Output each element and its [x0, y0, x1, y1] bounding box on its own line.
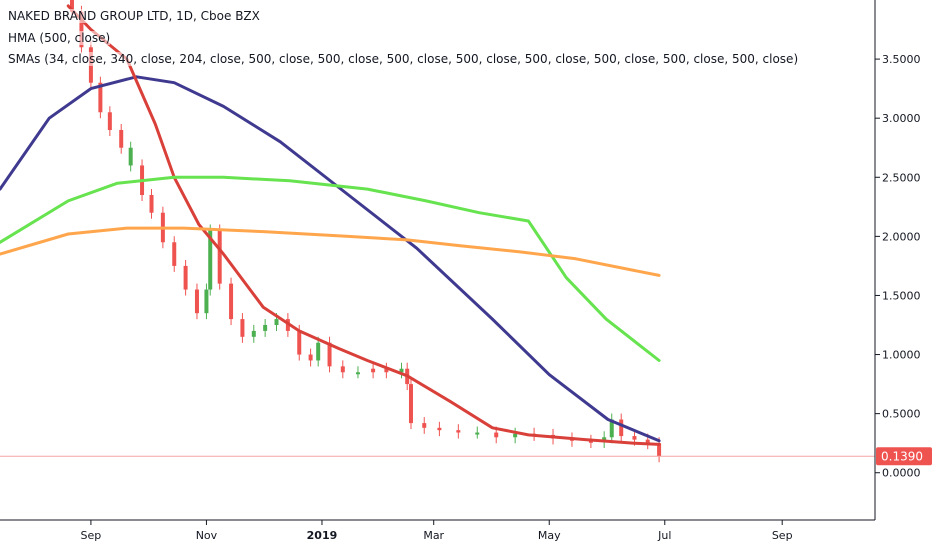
candle-body	[437, 427, 442, 431]
candle-body	[399, 368, 404, 373]
y-axis[interactable]: 0.0000 0.5000 1.0000 1.5000 2.0000 2.5000 3.00…	[875, 53, 921, 480]
candle-body	[107, 112, 112, 130]
candle-body	[128, 147, 133, 166]
y-tick-label: 2.0000	[882, 230, 921, 243]
y-tick-label: 3.0000	[882, 112, 921, 125]
candle-body	[208, 230, 213, 290]
candle-body	[475, 432, 480, 435]
candle-body	[172, 242, 177, 266]
sma-red-line[interactable]	[66, 4, 661, 446]
candle-body	[204, 289, 209, 314]
candle-body	[194, 289, 199, 314]
x-tick-label: Sep	[772, 529, 793, 542]
hma-line[interactable]	[0, 75, 661, 443]
candle-body	[408, 384, 413, 424]
y-tick-label: 0.5000	[882, 408, 921, 421]
candle-body	[632, 436, 637, 440]
candle-body	[69, 0, 74, 12]
candle-body	[251, 330, 256, 337]
x-tick-label: Nov	[196, 529, 218, 542]
candle-body	[274, 319, 279, 325]
candle-body	[308, 354, 313, 361]
y-tick-label: 2.5000	[882, 171, 921, 184]
candle-body	[456, 430, 461, 433]
x-tick-label: May	[538, 529, 561, 542]
price-tag-label: 0.1390	[881, 449, 923, 463]
y-tick-label: 1.0000	[882, 349, 921, 362]
candle-body	[229, 283, 234, 320]
candle-body	[384, 368, 389, 373]
candle-body	[513, 433, 518, 438]
legend-title[interactable]: NAKED BRAND GROUP LTD, 1D, Cboe BZX	[8, 9, 260, 23]
candle-body	[119, 130, 124, 148]
candle-body	[657, 443, 662, 457]
sma-orange-line[interactable]	[0, 226, 661, 277]
y-tick-label: 0.0000	[882, 467, 921, 480]
candle-body	[263, 325, 268, 331]
x-axis[interactable]: Sep Nov 2019 Mar May Jul Sep	[81, 520, 793, 542]
candle-body	[149, 195, 154, 213]
candle-body	[355, 372, 360, 375]
sma-green-line[interactable]	[0, 175, 661, 362]
candle-body	[371, 368, 376, 373]
candle-body	[327, 342, 332, 367]
price-tag-background	[876, 447, 932, 466]
candle-body	[217, 230, 222, 284]
candle-body	[240, 319, 245, 337]
x-tick-label: Jul	[657, 529, 671, 542]
legend-hma[interactable]: HMA (500, close)	[8, 31, 111, 45]
candle-body	[79, 11, 84, 48]
candle-body	[619, 419, 624, 437]
candle-body	[588, 440, 593, 443]
candle-body	[316, 342, 321, 361]
candle-body	[609, 419, 614, 438]
x-tick-label: 2019	[307, 529, 338, 542]
y-tick-label: 1.5000	[882, 289, 921, 302]
y-tick-label: 3.5000	[882, 53, 921, 66]
candle-body	[340, 366, 345, 373]
legend-smas[interactable]: SMAs (34, close, 340, close, 204, close,…	[8, 52, 799, 66]
candle-body	[183, 265, 188, 290]
candle-body	[645, 439, 650, 444]
candle-body	[98, 82, 103, 113]
x-tick-label: Mar	[423, 529, 444, 542]
candle-body	[297, 330, 302, 355]
candle-body	[422, 423, 427, 428]
price-tag: 0.1390	[876, 447, 932, 466]
x-tick-label: Sep	[81, 529, 102, 542]
candle-body	[494, 432, 499, 438]
